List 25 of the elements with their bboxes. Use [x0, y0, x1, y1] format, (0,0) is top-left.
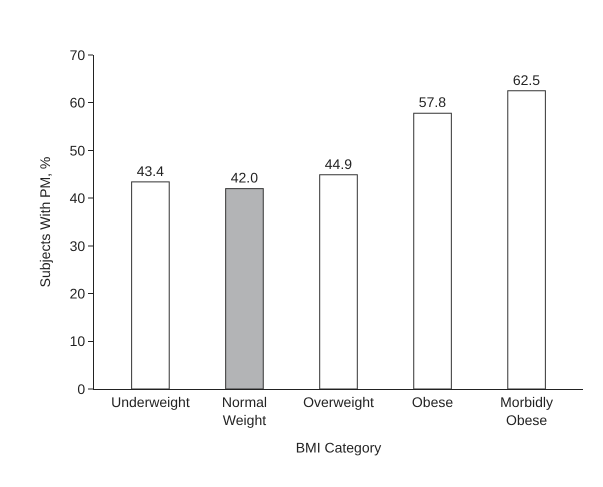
x-tick-label: Normal Weight: [222, 394, 268, 428]
data-label: 44.9: [324, 156, 352, 172]
x-tick-label: Underweight: [111, 394, 190, 410]
y-tick-label: 20: [70, 285, 86, 302]
data-label: 57.8: [418, 94, 446, 110]
data-label: 42.0: [230, 170, 258, 186]
bar: [131, 181, 170, 389]
bar: [507, 90, 546, 389]
data-label: 43.4: [136, 162, 164, 179]
y-tick-label: 40: [70, 190, 86, 206]
y-tick-label: 60: [70, 94, 86, 111]
y-axis-title: Subjects With PM, %: [37, 156, 54, 288]
x-tick-label: Morbidly Obese: [500, 394, 554, 428]
x-axis-title: BMI Category: [296, 439, 382, 456]
y-tick-label: 70: [70, 46, 86, 63]
bar: [413, 112, 452, 389]
y-tick-label: 50: [70, 142, 86, 158]
x-tick-label: Overweight: [303, 394, 374, 410]
y-tick-label: 10: [70, 333, 86, 350]
bar: [319, 174, 358, 389]
y-tick-label: 0: [77, 380, 86, 397]
x-tick-label: Obese: [412, 394, 454, 410]
bar: [225, 188, 264, 389]
y-tick-label: 30: [70, 238, 86, 254]
data-label: 62.5: [512, 72, 540, 88]
